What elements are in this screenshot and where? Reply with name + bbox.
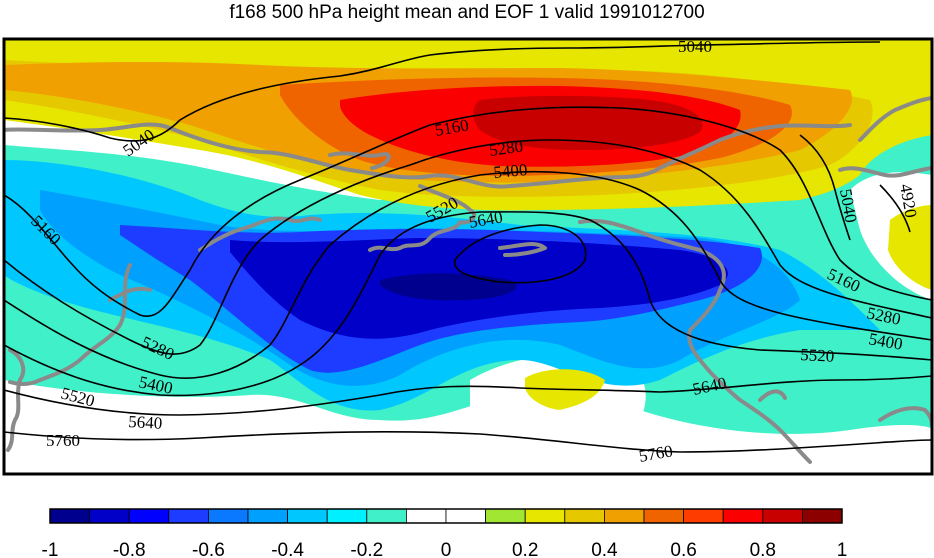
colorbar-tick-label: 0.4 [591,540,618,558]
colorbar-box [89,508,130,524]
colorbar-box [366,508,407,524]
coastline-4 [198,216,322,252]
colorbar-box [762,508,803,524]
colorbar-frame [49,508,843,524]
colorbar-box [168,508,209,524]
contour-5640-core [454,224,587,284]
coastline-2 [328,151,391,170]
coastline-5 [8,263,132,387]
colorbar-box [604,508,645,524]
coastline-6 [6,348,26,452]
colorbar-box [485,508,526,524]
coastline-1 [4,122,852,189]
colorbar-box [524,508,566,524]
colorbar-tick-label: -0.2 [350,540,383,558]
colorbar-tick-label: -1 [42,540,59,558]
colorbar-tick-label: 1 [837,540,848,558]
colorbar-tick-label: -0.4 [271,540,304,558]
coastline-12 [108,286,152,302]
contour-4920 [879,184,911,233]
coastline-13 [758,389,787,402]
contour-label: 5040 [678,37,712,56]
fill-darkestblue-spot [380,273,517,301]
contour-5400 [4,170,932,379]
colorbar-tick-label: -0.6 [192,540,225,558]
contour-5280 [4,139,932,355]
colorbar-box [445,508,486,524]
contour-5040-e [799,134,851,241]
height-contours [4,41,932,453]
colorbar-tick-label: -0.8 [113,540,146,558]
fill-white-sw [4,398,290,474]
contour-5160 [4,106,932,318]
contour-5760 [4,431,932,453]
contour-5520 [4,211,932,397]
colorbar-tick-label: 0.8 [750,540,776,558]
colorbar-box [207,508,249,524]
contour-label: 5640 [128,412,163,433]
coastline-10 [838,166,932,178]
colorbar-box [683,508,724,524]
colorbar-box [326,508,368,524]
colorbar-box [128,508,170,524]
coastline-9 [858,96,932,142]
colorbar-tick-label: 0.6 [670,540,696,558]
fill-yellow-ne [888,205,932,290]
coastline-7 [578,218,812,464]
map-frame [2,37,934,476]
colorbar-tick-label: 0 [441,540,452,558]
colorbar-box [49,508,90,524]
contour-label: 5520 [800,345,835,366]
coastline-8 [498,241,547,257]
contour-5640 [4,375,932,416]
colorbar-tick-labels: -1 -0.8 -0.6 -0.4 -0.2 0 0.2 0.4 0.6 0.8 1 [42,540,848,558]
contour-5040 [4,41,881,142]
colorbar-box [564,508,605,524]
colorbar-box [722,508,764,524]
colorbar-box [643,508,684,524]
contour-label: 5280 [488,136,524,160]
coastlines [4,96,932,464]
colorbar-tick-label: 0.2 [512,540,538,558]
colorbar-box [287,508,328,524]
colorbar-boxes [49,508,843,524]
coastline-3 [368,184,477,252]
contour-label: 5760 [46,431,80,450]
map-title: f168 500 hPa height mean and EOF 1 valid… [229,2,705,23]
contour-label: 5400 [493,160,529,182]
colorbar-box [247,508,288,524]
colorbar-box [405,508,447,524]
colorbar-box [802,508,843,524]
